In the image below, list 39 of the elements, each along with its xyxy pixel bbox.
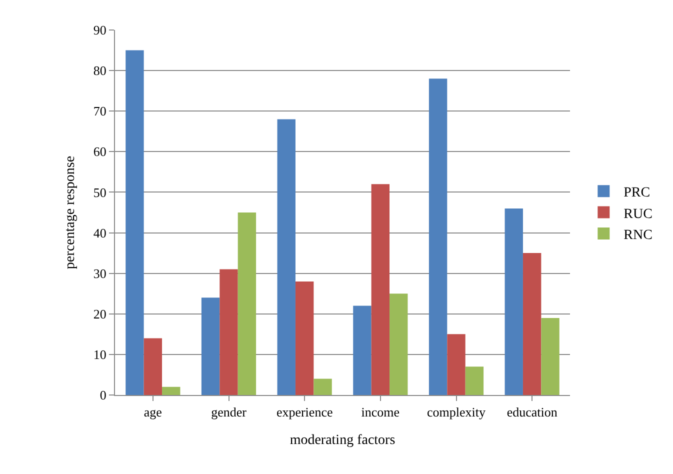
x-tick-label: income <box>361 404 400 420</box>
y-tick-label: 20 <box>93 306 106 322</box>
legend-label: PRC <box>624 186 650 201</box>
bar <box>314 378 332 395</box>
bar <box>465 366 484 395</box>
bar <box>201 298 220 395</box>
y-tick-label: 80 <box>93 63 106 78</box>
x-tick-label: experience <box>276 404 333 420</box>
bar <box>390 294 408 395</box>
bar <box>522 253 542 395</box>
bar <box>353 306 372 395</box>
bar <box>144 338 162 395</box>
y-tick-label: 30 <box>93 266 106 281</box>
y-tick-label: 40 <box>93 225 106 240</box>
legend-label: RUC <box>624 206 652 222</box>
bar <box>447 334 466 395</box>
y-axis-title: percentage response <box>63 156 78 270</box>
bar <box>541 318 560 395</box>
bar <box>238 212 256 395</box>
bar <box>126 50 144 395</box>
bar <box>504 208 523 395</box>
bar <box>277 119 296 395</box>
y-tick-label: 60 <box>93 144 106 160</box>
x-tick-label: gender <box>211 404 248 420</box>
y-tick-label: 0 <box>100 388 106 403</box>
y-tick-label: 90 <box>93 22 106 38</box>
bar <box>162 386 180 395</box>
y-tick-label: 70 <box>93 104 106 119</box>
legend-label: RNC <box>624 228 652 243</box>
x-axis-title: moderating factors <box>290 432 396 448</box>
y-tick-label: 10 <box>93 346 106 362</box>
bar <box>371 184 390 395</box>
x-tick-label: education <box>506 404 558 420</box>
bar <box>220 269 238 395</box>
x-tick-label: age <box>144 404 162 420</box>
y-tick-label: 50 <box>93 184 106 200</box>
bar <box>295 281 314 395</box>
bar <box>428 78 448 395</box>
x-tick-label: complexity <box>427 404 486 420</box>
